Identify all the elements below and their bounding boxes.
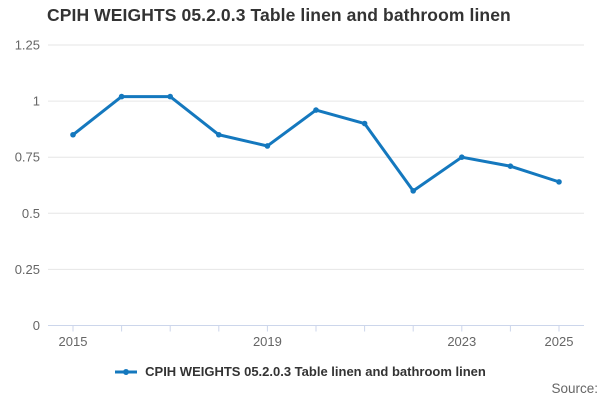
data-point-marker[interactable] [216,131,222,138]
data-point-marker[interactable] [313,107,319,113]
x-axis-tick-label: 2015 [59,334,88,349]
y-axis-tick-label: 0.25 [15,262,40,277]
x-axis-tick-label: 2019 [253,334,282,349]
data-point-marker[interactable] [556,179,562,185]
line-chart-plot-area[interactable]: 0 0.25 0.5 0.75 1 1.25 2015 2019 2023 2025 [0,0,600,360]
x-axis-tick-label: 2025 [545,334,574,349]
source-label: Source: [551,381,598,396]
data-point-marker[interactable] [459,154,465,160]
y-axis-tick-label: 1 [33,94,40,109]
chart-title: CPIH WEIGHTS 05.2.0.3 Table linen and ba… [47,5,511,25]
data-point-marker[interactable] [167,93,173,100]
legend-line-marker-icon [115,368,138,375]
data-point-marker[interactable] [361,120,368,127]
data-point-marker[interactable] [264,143,271,149]
x-axis-tick-label: 2023 [447,334,476,349]
data-point-marker[interactable] [507,163,514,169]
legend-item-label: CPIH WEIGHTS 05.2.0.3 Table linen and ba… [145,364,486,379]
y-axis-tick-label: 0.75 [15,150,40,165]
data-point-marker[interactable] [118,93,125,100]
data-point-marker[interactable] [410,188,417,194]
y-axis-tick-label: 1.25 [15,38,40,53]
data-point-marker[interactable] [70,131,76,138]
legend-item[interactable]: CPIH WEIGHTS 05.2.0.3 Table linen and ba… [0,364,600,379]
y-axis-tick-label: 0 [33,318,40,333]
y-axis-tick-label: 0.5 [22,206,40,221]
